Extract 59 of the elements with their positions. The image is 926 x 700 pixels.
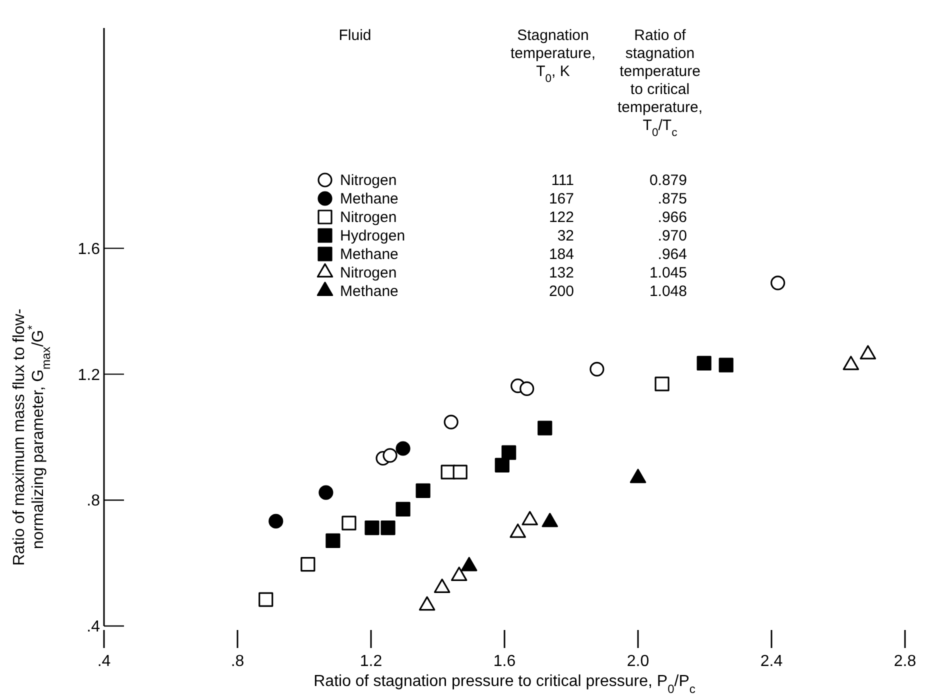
point xyxy=(396,441,410,456)
annotation: 0.879 xyxy=(649,172,687,189)
annotation: .970 xyxy=(658,228,687,244)
x-tick-label: .8 xyxy=(230,653,244,670)
x-tick-label: 2.8 xyxy=(894,653,916,670)
annotation: 184 xyxy=(548,246,574,263)
point xyxy=(268,514,284,528)
annotation: 111 xyxy=(551,172,574,189)
x-axis-title: Ratio of stagnation pressure to critical pressure, P$_{0}$/P$_{c}$ xyxy=(314,673,696,696)
point xyxy=(718,358,734,372)
annotation: 167 xyxy=(548,190,574,208)
point xyxy=(326,533,340,548)
legend-label: Methane xyxy=(340,190,398,208)
point xyxy=(520,381,534,396)
point xyxy=(452,464,468,480)
legend-title: Fluid xyxy=(338,27,372,44)
point xyxy=(318,485,334,500)
legend-label: Methane xyxy=(340,283,398,300)
point xyxy=(770,276,786,290)
point xyxy=(416,483,430,498)
point xyxy=(696,356,712,370)
annotation: .875 xyxy=(658,190,687,208)
annotation: 132 xyxy=(548,264,574,282)
annotation: 1.045 xyxy=(649,264,687,282)
y-tick-label: 1.6 xyxy=(78,240,100,258)
x-tick-label: .4 xyxy=(97,653,111,670)
point xyxy=(538,420,552,436)
text: Ratio of stagnation temperature to critical temperature, T$_{0}$/T$_{c}$ xyxy=(617,27,703,139)
point xyxy=(590,362,604,376)
x-tick-label: 2.0 xyxy=(626,653,650,670)
point xyxy=(300,557,316,572)
y-tick-label: .8 xyxy=(86,492,100,510)
point xyxy=(380,520,396,536)
point xyxy=(396,502,410,517)
x-tick-label: 1.2 xyxy=(360,653,382,670)
annotation: 32 xyxy=(557,228,574,244)
annotation: 200 xyxy=(548,283,574,300)
point xyxy=(342,516,356,530)
point xyxy=(494,458,510,472)
annotation: .966 xyxy=(658,209,687,226)
legend-label: Nitrogen xyxy=(340,209,397,226)
point xyxy=(258,592,274,607)
point xyxy=(444,414,458,430)
annotation: 1.048 xyxy=(649,283,687,300)
point xyxy=(382,448,398,463)
point xyxy=(654,376,670,392)
x-tick-label: 2.4 xyxy=(760,653,783,670)
x-tick-label: 1.6 xyxy=(493,653,516,670)
legend-label: Methane xyxy=(340,246,398,263)
y-tick-label: 1.2 xyxy=(78,366,100,384)
annotation: .964 xyxy=(658,246,687,263)
point xyxy=(364,520,380,536)
legend-label: Nitrogen xyxy=(340,172,397,189)
annotation: 122 xyxy=(548,209,574,226)
annotation: Stagnation temperature, T$_{0}$, K xyxy=(510,27,596,85)
legend-label: Nitrogen xyxy=(340,264,397,282)
legend-label: Hydrogen xyxy=(340,228,406,244)
point xyxy=(502,445,516,460)
y-tick-label: .4 xyxy=(86,618,100,636)
